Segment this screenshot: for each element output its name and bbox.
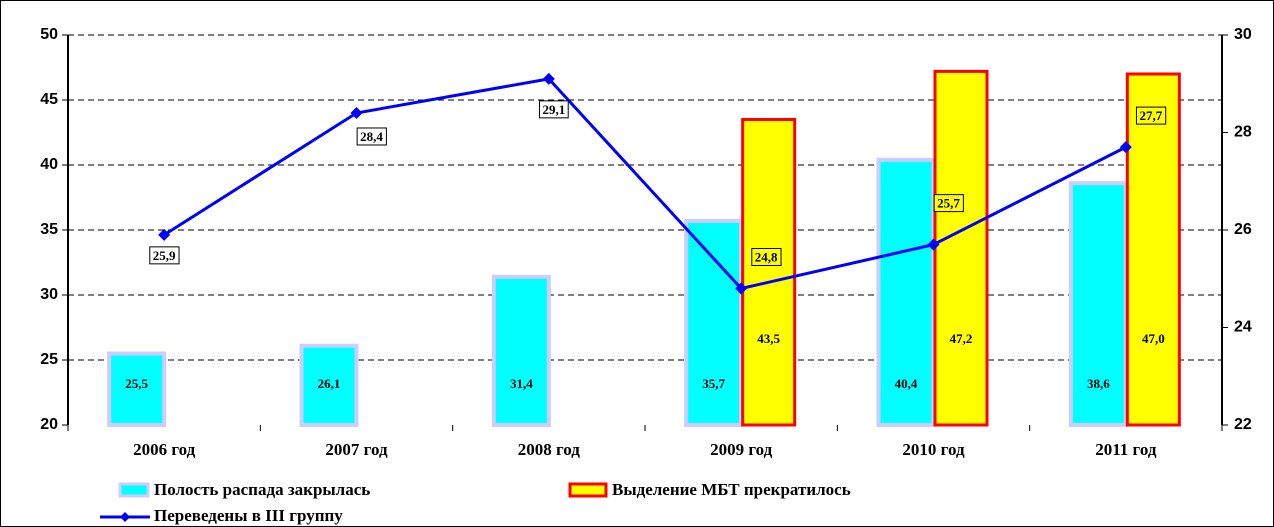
line-marker: [350, 107, 363, 119]
y-tick-label: 50: [40, 26, 58, 43]
data-label: 25,5: [125, 376, 148, 391]
data-label: 25,7: [937, 196, 960, 211]
data-label: 47,0: [1142, 331, 1165, 346]
data-label-box: [1135, 106, 1167, 125]
bar: [1125, 72, 1181, 427]
y2-tick-label: 30: [1234, 26, 1252, 43]
bar: [684, 218, 744, 427]
y-tick-label: 20: [40, 416, 58, 433]
data-label: 40,4: [895, 376, 918, 391]
bar: [491, 274, 551, 427]
legend-swatch: [120, 512, 130, 522]
line-marker: [158, 228, 171, 241]
legend-label: Переведены в III группу: [154, 506, 343, 525]
legend-label: Выделение МБТ прекратилось: [612, 480, 851, 499]
x-tick-label: 2008 год: [518, 440, 581, 459]
data-label: 47,2: [950, 331, 973, 346]
data-label: 26,1: [318, 376, 341, 391]
data-label-box: [538, 100, 569, 119]
legend-swatch: [568, 482, 608, 498]
y2-tick-label: 26: [1234, 221, 1252, 238]
x-tick-label: 2011 год: [1095, 440, 1157, 459]
line: [163, 77, 1127, 291]
y2-tick-label: 24: [1234, 319, 1252, 336]
bar: [933, 69, 989, 427]
data-label-box: [933, 194, 964, 213]
legend-label: Полость распада закрылась: [154, 480, 370, 499]
bar: [876, 157, 936, 428]
y-tick-label: 40: [40, 156, 58, 173]
data-label: 31,4: [510, 376, 533, 391]
data-label: 29,1: [542, 102, 565, 117]
bar: [741, 118, 797, 427]
y-tick-label: 30: [40, 286, 58, 303]
data-label-box: [751, 247, 782, 266]
data-label: 27,7: [1139, 108, 1162, 123]
data-label-box: [149, 246, 180, 265]
data-label: 35,7: [702, 376, 725, 391]
line-marker: [927, 238, 940, 251]
line-marker: [542, 72, 555, 85]
x-tick-label: 2007 год: [325, 440, 388, 459]
y-tick-label: 35: [40, 221, 58, 238]
x-tick-label: 2009 год: [710, 440, 773, 459]
x-tick-label: 2010 год: [902, 440, 965, 459]
line-marker: [735, 282, 748, 295]
data-label: 43,5: [757, 331, 780, 346]
bar: [107, 351, 167, 427]
data-label: 24,8: [755, 249, 778, 264]
y2-tick-label: 22: [1234, 416, 1252, 433]
data-label: 38,6: [1087, 376, 1110, 391]
data-label: 25,9: [153, 248, 176, 263]
line-marker: [1119, 141, 1132, 154]
data-label-box: [356, 127, 387, 146]
bar: [299, 343, 359, 428]
legend-swatch: [118, 482, 150, 498]
y-tick-label: 25: [40, 351, 58, 368]
y2-tick-label: 28: [1234, 124, 1252, 141]
data-label: 28,4: [360, 129, 383, 144]
y-tick-label: 45: [40, 91, 58, 108]
x-tick-label: 2006 год: [133, 440, 196, 459]
